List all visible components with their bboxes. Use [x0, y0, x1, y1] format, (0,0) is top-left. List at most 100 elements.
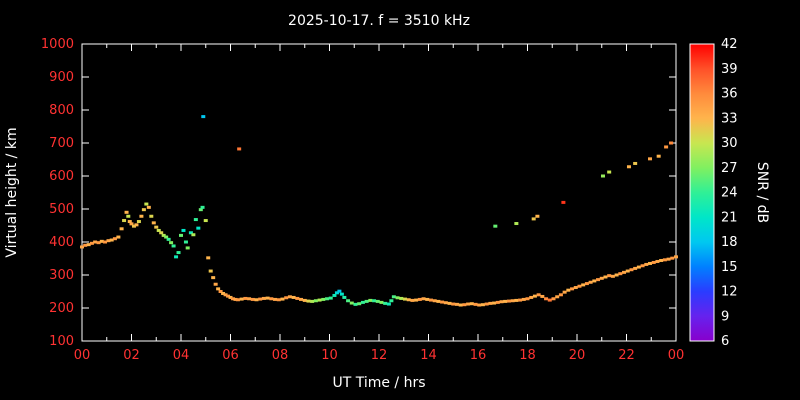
data-point	[383, 301, 388, 305]
data-point	[353, 302, 358, 306]
data-point	[375, 299, 380, 303]
data-point	[80, 245, 84, 249]
data-point	[640, 264, 645, 268]
data-point	[532, 294, 537, 298]
data-point	[317, 298, 322, 302]
y-tick-label: 1000	[41, 37, 74, 52]
data-point	[566, 288, 571, 292]
colorbar-tick-label: 42	[721, 37, 738, 52]
data-point	[466, 302, 471, 306]
data-point	[203, 219, 208, 223]
data-point	[99, 239, 104, 243]
data-point	[592, 279, 597, 283]
data-point	[185, 246, 190, 250]
data-point	[269, 297, 274, 301]
data-point	[201, 115, 206, 119]
x-tick-label: 20	[569, 348, 586, 363]
data-point	[599, 276, 604, 280]
y-tick-label: 400	[49, 235, 74, 250]
data-point	[171, 244, 176, 248]
data-point	[119, 227, 124, 231]
data-point	[447, 301, 452, 305]
data-point	[562, 290, 567, 294]
data-point	[339, 292, 344, 296]
y-tick-label: 600	[49, 169, 74, 184]
chart-title: 2025-10-17. f = 3510 kHz	[288, 13, 470, 29]
data-point	[206, 256, 211, 260]
data-point	[610, 274, 615, 278]
data-point	[179, 233, 183, 237]
data-point	[421, 297, 426, 301]
data-point	[191, 233, 196, 237]
data-point	[221, 291, 226, 295]
data-point	[636, 265, 641, 269]
data-point	[670, 256, 675, 260]
data-point	[473, 302, 478, 306]
data-point	[141, 208, 146, 212]
data-point	[386, 302, 391, 306]
data-point	[116, 235, 121, 239]
data-point	[112, 237, 117, 241]
data-point	[276, 298, 281, 302]
data-point	[254, 298, 259, 302]
data-point	[506, 299, 511, 303]
data-point	[193, 218, 198, 222]
data-point	[284, 296, 289, 300]
x-tick-label: 04	[173, 348, 190, 363]
data-point	[144, 202, 149, 206]
data-point	[364, 299, 369, 303]
data-point	[302, 298, 307, 302]
y-tick-label: 300	[49, 268, 74, 283]
data-point	[480, 303, 485, 307]
data-point	[235, 298, 240, 302]
data-point	[243, 296, 248, 300]
colorbar-tick-label: 27	[721, 161, 738, 176]
data-point	[239, 297, 244, 301]
data-point	[368, 298, 373, 302]
data-point	[547, 298, 552, 302]
data-point	[337, 289, 342, 293]
data-point	[188, 231, 193, 235]
data-point	[451, 302, 456, 306]
x-tick-label: 12	[371, 348, 388, 363]
data-point	[659, 258, 664, 262]
colorbar-tick-label: 12	[721, 285, 738, 300]
data-point	[436, 299, 441, 303]
data-point	[223, 293, 228, 297]
data-point	[656, 154, 661, 158]
data-point	[666, 257, 671, 261]
colorbar-tick-label: 6	[721, 334, 729, 349]
data-point	[518, 298, 523, 302]
data-point	[469, 302, 474, 306]
data-point	[291, 295, 296, 299]
x-tick-label: 02	[123, 348, 140, 363]
data-point	[131, 224, 136, 228]
data-point	[648, 157, 653, 161]
data-point	[674, 255, 678, 259]
data-point	[462, 303, 467, 307]
data-point	[521, 297, 526, 301]
colorbar-tick-label: 39	[721, 62, 738, 77]
y-tick-label: 900	[49, 70, 74, 85]
y-tick-label: 500	[49, 202, 74, 217]
x-tick-label: 14	[420, 348, 437, 363]
data-point	[334, 291, 339, 295]
data-point	[247, 297, 252, 301]
data-point	[213, 282, 218, 286]
data-point	[570, 287, 575, 291]
data-point	[633, 161, 638, 165]
y-tick-label: 100	[49, 334, 74, 349]
data-point	[458, 303, 463, 307]
data-point	[328, 296, 333, 300]
data-point	[493, 224, 498, 228]
data-point	[391, 295, 396, 299]
data-point	[280, 297, 285, 301]
x-tick-label: 00	[668, 348, 685, 363]
data-point	[651, 260, 656, 264]
data-point	[299, 297, 304, 301]
data-point	[443, 301, 448, 305]
data-point	[226, 294, 231, 298]
data-point	[544, 297, 549, 301]
data-point	[417, 297, 422, 301]
